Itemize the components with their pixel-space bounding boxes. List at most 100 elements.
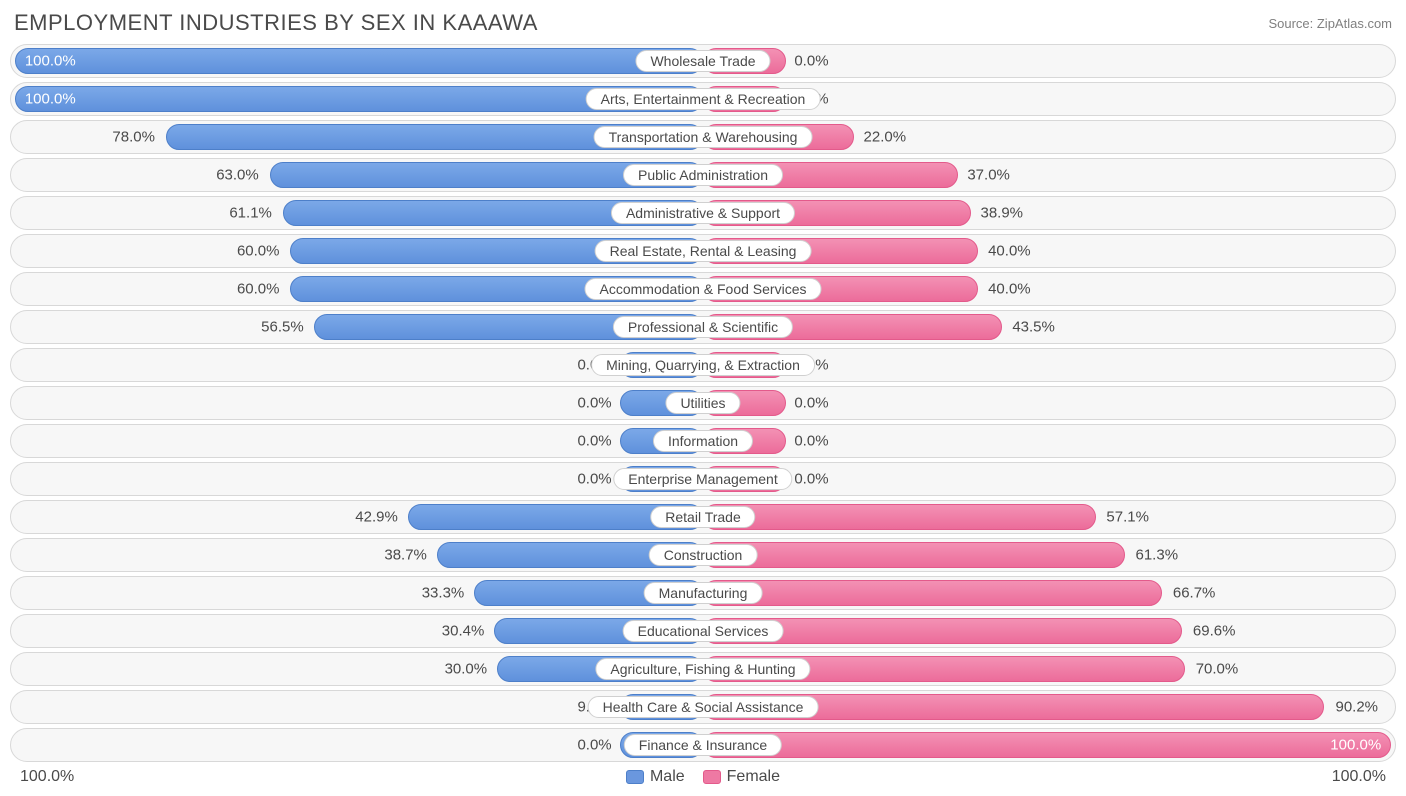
female-pct-label: 0.0%: [794, 395, 828, 412]
chart-row: 56.5% 43.5% Professional & Scientific: [10, 310, 1396, 344]
female-pct-label: 0.0%: [794, 471, 828, 488]
category-label: Construction: [649, 544, 758, 566]
chart-source: Source: ZipAtlas.com: [1268, 16, 1392, 31]
female-track: [703, 162, 1391, 188]
category-label: Manufacturing: [644, 582, 763, 604]
male-pct-label: 0.0%: [577, 433, 611, 450]
category-label: Mining, Quarrying, & Extraction: [591, 354, 815, 376]
legend-female: Female: [703, 768, 780, 786]
chart-row: 78.0% 22.0% Transportation & Warehousing: [10, 120, 1396, 154]
female-pct-label: 66.7%: [1173, 585, 1216, 602]
chart-row: 60.0% 40.0% Real Estate, Rental & Leasing: [10, 234, 1396, 268]
female-pct-label: 69.6%: [1193, 623, 1236, 640]
female-pct-label: 40.0%: [988, 281, 1031, 298]
female-bar: [703, 542, 1125, 568]
axis-right-label: 100.0%: [1332, 768, 1386, 786]
female-pct-label: 57.1%: [1106, 509, 1149, 526]
male-pct-label: 42.9%: [355, 509, 398, 526]
chart-row: 0.0%0.0%Mining, Quarrying, & Extraction: [10, 348, 1396, 382]
male-pct-label: 38.7%: [384, 547, 427, 564]
chart-row: 100.0% 0.0% Wholesale Trade: [10, 44, 1396, 78]
female-track: [703, 504, 1391, 530]
chart-row: 9.8%90.2%Health Care & Social Assistance: [10, 690, 1396, 724]
category-label: Accommodation & Food Services: [585, 278, 822, 300]
female-track: [703, 542, 1391, 568]
category-label: Educational Services: [623, 620, 784, 642]
male-track: [15, 48, 703, 74]
category-label: Information: [653, 430, 753, 452]
chart-header: EMPLOYMENT INDUSTRIES BY SEX IN KAAAWA S…: [10, 10, 1396, 36]
category-label: Retail Trade: [650, 506, 755, 528]
legend-male-label: Male: [650, 768, 685, 786]
female-pct-label: 43.5%: [1012, 319, 1055, 336]
male-pct-label: 60.0%: [237, 281, 280, 298]
chart-row: 0.0% 0.0%Enterprise Management: [10, 462, 1396, 496]
male-pct-label: 0.0%: [577, 395, 611, 412]
female-pct-label: 0.0%: [794, 53, 828, 70]
female-bar: [703, 732, 1391, 758]
male-pct-label: 0.0%: [577, 471, 611, 488]
legend-female-label: Female: [727, 768, 780, 786]
male-track: [15, 618, 703, 644]
female-pct-label: 40.0%: [988, 243, 1031, 260]
female-bar: [703, 504, 1096, 530]
female-pct-label: 61.3%: [1136, 547, 1179, 564]
chart-row: 0.0% 100.0% Finance & Insurance: [10, 728, 1396, 762]
chart-row: 42.9% 57.1% Retail Trade: [10, 500, 1396, 534]
chart-row: 30.0% 70.0% Agriculture, Fishing & Hunting: [10, 652, 1396, 686]
chart-row: 60.0% 40.0% Accommodation & Food Services: [10, 272, 1396, 306]
female-track: [703, 618, 1391, 644]
category-label: Enterprise Management: [613, 468, 792, 490]
male-pct-label: 30.0%: [445, 661, 488, 678]
chart-row: 30.4% 69.6% Educational Services: [10, 614, 1396, 648]
female-pct-label: 70.0%: [1196, 661, 1239, 678]
female-track: [703, 200, 1391, 226]
category-label: Agriculture, Fishing & Hunting: [595, 658, 810, 680]
male-pct-label: 78.0%: [112, 129, 155, 146]
chart-row: 61.1% 38.9% Administrative & Support: [10, 196, 1396, 230]
legend: Male Female: [626, 768, 780, 786]
category-label: Health Care & Social Assistance: [588, 696, 819, 718]
chart-area: 100.0%0.0%Wholesale Trade100.0%0.0%Arts,…: [10, 44, 1396, 762]
male-pct-label: 33.3%: [422, 585, 465, 602]
male-pct-label: 63.0%: [216, 167, 259, 184]
chart-row: 0.0% 0.0% Information: [10, 424, 1396, 458]
female-swatch-icon: [703, 770, 721, 784]
category-label: Transportation & Warehousing: [594, 126, 813, 148]
female-pct-label: 0.0%: [794, 433, 828, 450]
male-pct-label: 100.0%: [25, 53, 76, 70]
female-bar: [703, 580, 1162, 606]
female-pct-label: 22.0%: [864, 129, 907, 146]
female-pct-label: 37.0%: [967, 167, 1010, 184]
category-label: Finance & Insurance: [624, 734, 782, 756]
category-label: Arts, Entertainment & Recreation: [586, 88, 821, 110]
male-track: [15, 314, 703, 340]
male-pct-label: 30.4%: [442, 623, 485, 640]
legend-male: Male: [626, 768, 685, 786]
female-pct-label: 38.9%: [980, 205, 1023, 222]
male-track: [15, 162, 703, 188]
category-label: Utilities: [665, 392, 740, 414]
chart-row: 63.0% 37.0% Public Administration: [10, 158, 1396, 192]
female-pct-label: 90.2%: [1335, 699, 1378, 716]
male-pct-label: 100.0%: [25, 91, 76, 108]
category-label: Professional & Scientific: [613, 316, 793, 338]
chart-title: EMPLOYMENT INDUSTRIES BY SEX IN KAAAWA: [14, 10, 538, 36]
male-pct-label: 0.0%: [577, 737, 611, 754]
chart-row: 38.7% 61.3% Construction: [10, 538, 1396, 572]
male-pct-label: 56.5%: [261, 319, 304, 336]
male-track: [15, 580, 703, 606]
male-pct-label: 60.0%: [237, 243, 280, 260]
chart-row: 33.3% 66.7% Manufacturing: [10, 576, 1396, 610]
category-label: Administrative & Support: [611, 202, 795, 224]
chart-row: 0.0% 0.0% Utilities: [10, 386, 1396, 420]
female-pct-label: 100.0%: [1330, 737, 1381, 754]
male-bar: [15, 48, 703, 74]
category-label: Public Administration: [623, 164, 783, 186]
category-label: Wholesale Trade: [635, 50, 770, 72]
axis-left-label: 100.0%: [20, 768, 74, 786]
category-label: Real Estate, Rental & Leasing: [595, 240, 812, 262]
male-pct-label: 61.1%: [229, 205, 272, 222]
chart-footer: 100.0% Male Female 100.0%: [10, 768, 1396, 786]
chart-row: 100.0%0.0%Arts, Entertainment & Recreati…: [10, 82, 1396, 116]
